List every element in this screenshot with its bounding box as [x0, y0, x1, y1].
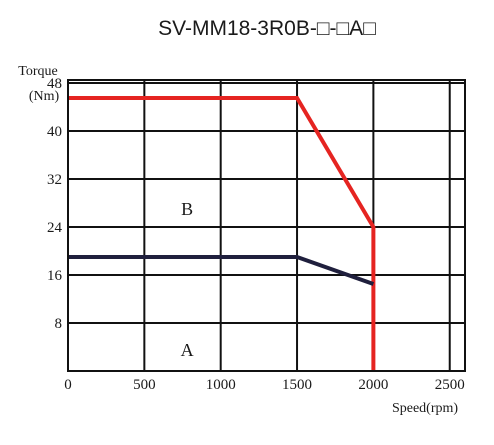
series-line-0	[68, 96, 376, 371]
grid	[68, 80, 465, 371]
y-tick-label: 40	[47, 124, 62, 140]
plot-frame	[67, 79, 466, 372]
y-axis-label-line1: Torque	[18, 64, 57, 79]
y-tick-label: 48	[47, 76, 62, 92]
region-label-a: A	[181, 340, 194, 360]
y-tick-label: 24	[47, 220, 63, 236]
x-tick-label: 2500	[435, 377, 465, 393]
x-tick-label: 500	[133, 377, 156, 393]
x-axis-label: Speed(rpm)	[392, 401, 458, 416]
y-tick-label: 16	[47, 268, 63, 284]
x-tick-label: 1500	[282, 377, 312, 393]
series-lines	[68, 96, 376, 371]
y-axis-label-line2: (Nm)	[29, 89, 60, 104]
chart-title: SV-MM18-3R0B-□-□A□	[158, 17, 376, 40]
x-tick-label: 2000	[358, 377, 388, 393]
y-tick-label: 32	[47, 172, 62, 188]
tick-labels: 0 500 1000 1500 2000 2500 8 16 24 32 40 48	[47, 76, 465, 393]
x-tick-label: 1000	[206, 377, 236, 393]
y-tick-label: 8	[55, 316, 63, 332]
series-line-1	[68, 255, 375, 286]
region-labels: BA	[181, 199, 194, 360]
region-label-b: B	[181, 199, 193, 219]
x-tick-label: 0	[64, 377, 72, 393]
